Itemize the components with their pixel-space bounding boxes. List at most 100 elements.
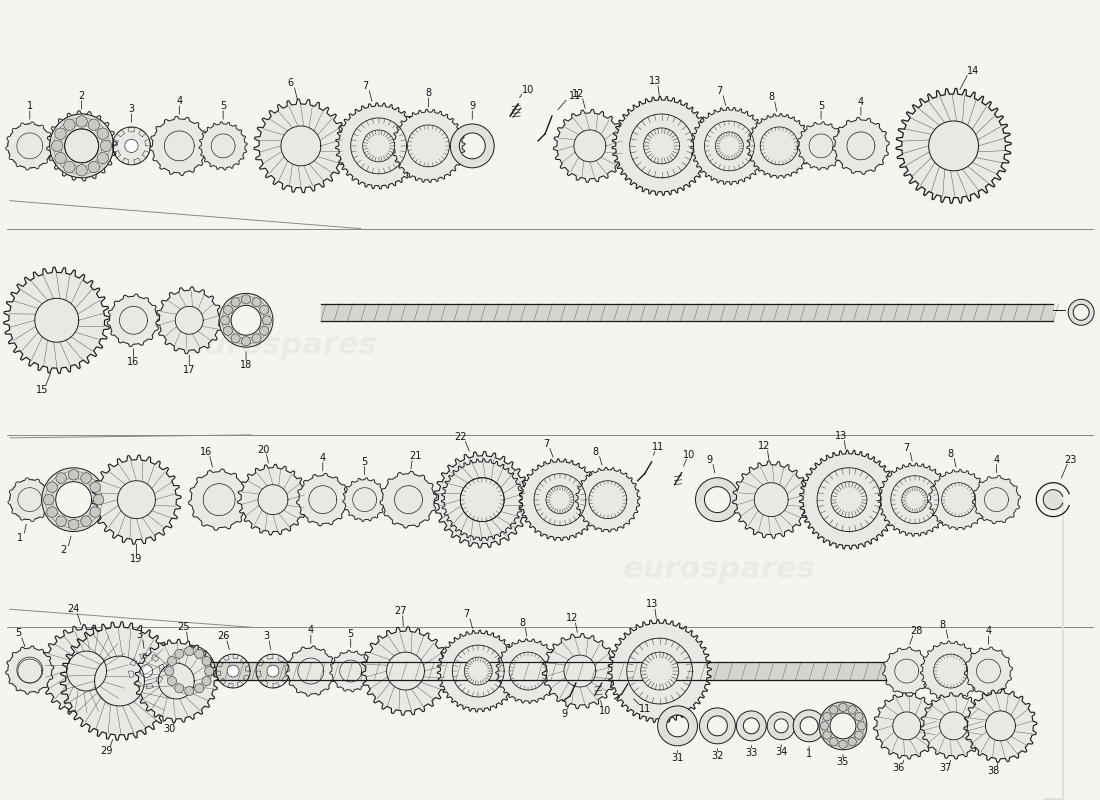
Circle shape	[100, 140, 112, 151]
Polygon shape	[733, 461, 810, 538]
Text: 5: 5	[14, 628, 21, 638]
Circle shape	[195, 684, 204, 693]
Text: 5: 5	[818, 101, 824, 111]
Circle shape	[56, 473, 66, 483]
Text: 6: 6	[288, 78, 294, 88]
Polygon shape	[691, 107, 768, 185]
Text: 28: 28	[911, 626, 923, 636]
Polygon shape	[612, 96, 711, 195]
Polygon shape	[3, 267, 110, 374]
Text: 11: 11	[651, 442, 663, 452]
Circle shape	[839, 740, 847, 749]
Circle shape	[829, 738, 838, 746]
Text: 13: 13	[649, 76, 661, 86]
Polygon shape	[150, 116, 209, 175]
Polygon shape	[156, 287, 222, 354]
Circle shape	[94, 494, 103, 505]
Polygon shape	[254, 99, 348, 193]
Text: 11: 11	[638, 704, 651, 714]
Text: eurospares: eurospares	[185, 330, 377, 360]
Text: 31: 31	[671, 753, 684, 762]
Circle shape	[839, 703, 847, 711]
Polygon shape	[542, 634, 617, 709]
Text: 7: 7	[716, 86, 723, 96]
Polygon shape	[330, 650, 372, 692]
Text: 16: 16	[128, 357, 140, 367]
Circle shape	[221, 316, 230, 325]
Circle shape	[855, 731, 864, 739]
Circle shape	[821, 722, 828, 730]
Polygon shape	[438, 630, 519, 712]
Circle shape	[68, 519, 79, 530]
Text: 10: 10	[598, 706, 611, 716]
Text: 3: 3	[263, 631, 270, 641]
Circle shape	[829, 706, 838, 714]
Text: 8: 8	[768, 92, 774, 102]
Circle shape	[242, 295, 251, 304]
Text: 27: 27	[394, 606, 407, 616]
Text: 13: 13	[835, 431, 847, 441]
Text: 3: 3	[136, 630, 143, 640]
Circle shape	[56, 516, 66, 526]
Text: 8: 8	[426, 88, 431, 98]
Polygon shape	[129, 653, 164, 689]
Polygon shape	[361, 627, 450, 715]
Polygon shape	[112, 127, 151, 165]
Polygon shape	[644, 128, 680, 164]
Text: 9: 9	[470, 101, 475, 111]
Circle shape	[97, 153, 109, 164]
Text: 34: 34	[776, 746, 788, 757]
Circle shape	[231, 334, 240, 343]
Polygon shape	[256, 654, 290, 688]
Text: 35: 35	[837, 757, 849, 766]
Text: 38: 38	[988, 766, 1000, 776]
Text: 14: 14	[967, 66, 980, 76]
Circle shape	[140, 665, 153, 678]
Polygon shape	[134, 639, 218, 722]
Circle shape	[223, 306, 232, 314]
Text: 20: 20	[256, 445, 270, 455]
Text: 7: 7	[363, 81, 368, 91]
Text: 5: 5	[348, 629, 354, 639]
Text: 9: 9	[561, 709, 566, 719]
Text: 7: 7	[543, 439, 549, 449]
Text: 8: 8	[519, 618, 525, 628]
Circle shape	[43, 494, 54, 505]
Text: 24: 24	[67, 604, 80, 614]
Circle shape	[68, 470, 79, 480]
Text: 4: 4	[308, 625, 314, 635]
Text: 5: 5	[220, 101, 227, 111]
Text: 18: 18	[240, 360, 252, 370]
Polygon shape	[434, 451, 530, 548]
Text: 4: 4	[858, 97, 864, 107]
Circle shape	[88, 119, 99, 130]
Polygon shape	[972, 476, 1021, 524]
Text: 4: 4	[176, 96, 183, 106]
Text: 15: 15	[35, 385, 48, 395]
Polygon shape	[921, 693, 987, 759]
Polygon shape	[199, 122, 248, 170]
Text: 37: 37	[939, 762, 952, 773]
Polygon shape	[107, 294, 160, 346]
Text: 1: 1	[16, 533, 23, 542]
Circle shape	[252, 334, 261, 343]
Circle shape	[90, 507, 100, 518]
Polygon shape	[381, 471, 437, 528]
Circle shape	[97, 128, 109, 139]
Circle shape	[823, 731, 832, 739]
Polygon shape	[928, 470, 989, 530]
Circle shape	[252, 298, 261, 306]
Text: 3: 3	[129, 104, 134, 114]
Polygon shape	[519, 458, 601, 541]
Polygon shape	[6, 646, 54, 694]
Circle shape	[242, 337, 251, 346]
Text: 4: 4	[320, 453, 326, 462]
Text: 7: 7	[463, 610, 470, 619]
Circle shape	[80, 516, 91, 526]
Text: 9: 9	[706, 454, 713, 465]
Circle shape	[80, 473, 91, 483]
Text: 26: 26	[217, 631, 229, 641]
Polygon shape	[336, 103, 421, 189]
Circle shape	[55, 153, 66, 164]
Polygon shape	[833, 118, 890, 174]
